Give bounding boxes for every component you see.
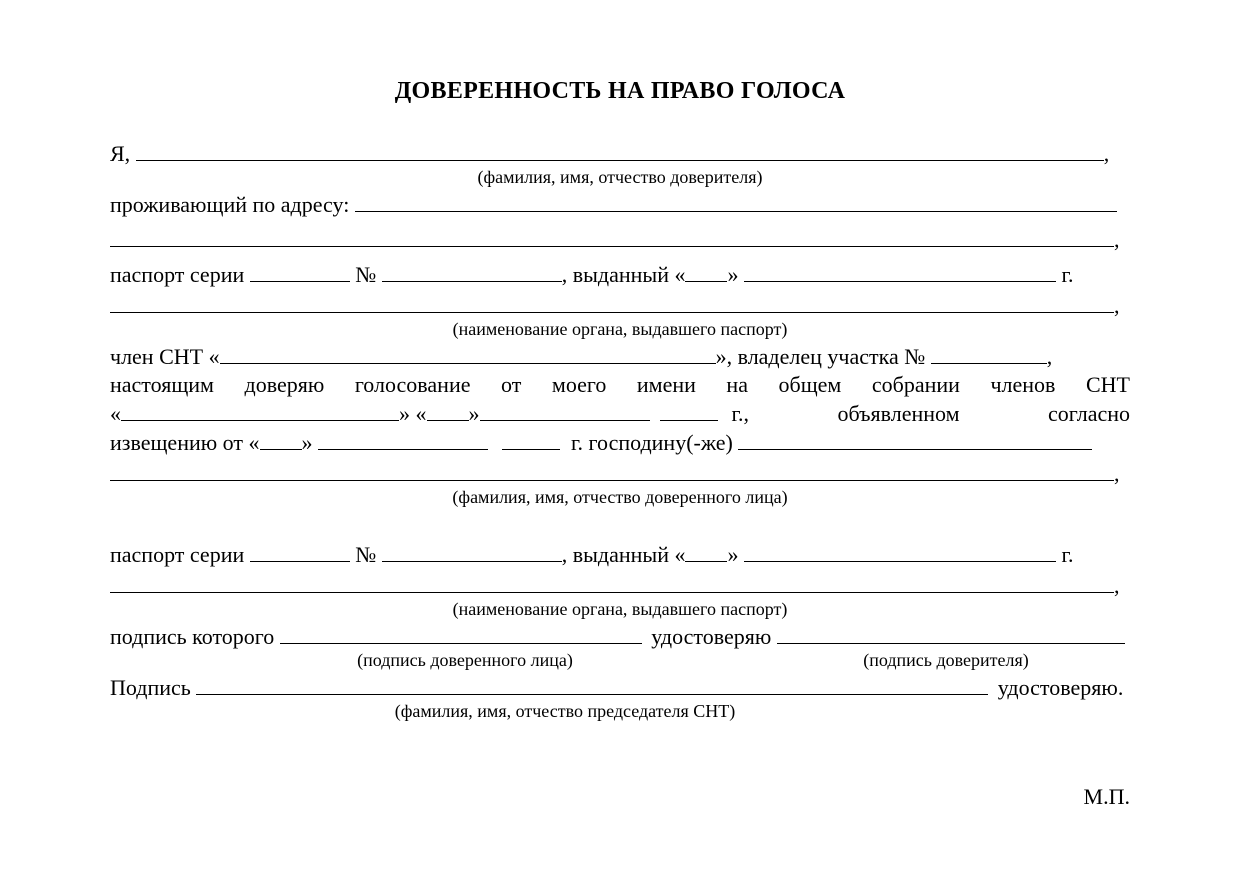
punct-comma: , [1114,461,1120,486]
label-year-2: г. [1061,542,1073,567]
line-issuing-body-2: , [110,571,1130,600]
blank-meeting-day[interactable] [427,399,469,421]
blank-issue-month-2[interactable] [744,540,1056,562]
label-issued-open-2: , выданный « [562,542,686,567]
blank-notice-month[interactable] [318,428,488,450]
line-certify-2: Подпись удостоверяю. [110,673,1130,702]
line-address-2: , [110,225,1130,254]
label-sig-whose: подпись которого [110,624,274,649]
punct-comma: , [1114,573,1120,598]
label-number-sign: № [355,262,376,287]
label-certify-1: удостоверяю [651,624,771,649]
label-issued-open: , выданный « [562,262,686,287]
caption-issuing-body-1: (наименование органа, выдавшего паспорт) [110,318,1130,340]
blank-issuing-body-1[interactable] [110,291,1114,313]
label-passport-series: паспорт серии [110,262,244,287]
line-issuing-body-1: , [110,291,1130,320]
label-member-open: член СНТ « [110,344,220,369]
caption-principal-sig: (подпись доверителя) [772,649,1120,671]
punct-comma: , [1114,293,1120,318]
caption-agent-fio: (фамилия, имя, отчество доверенного лица… [110,486,1130,508]
blank-chairman[interactable] [196,673,988,695]
line-member: член СНТ « », владелец участка № , [110,342,1130,371]
caption-issuing-body-2: (наименование органа, выдавшего паспорт) [110,598,1130,620]
document-page: ДОВЕРЕННОСТЬ НА ПРАВО ГОЛОСА Я, , (фамил… [0,0,1240,876]
blank-passport-series-1[interactable] [250,260,350,282]
blank-issue-day-1[interactable] [685,260,727,282]
line-certify-1: подпись которого удостоверяю [110,622,1130,651]
blank-address[interactable] [355,190,1117,212]
blank-issuing-body-2[interactable] [110,571,1114,593]
text-entrust: настоящим доверяю голосование от моего и… [110,372,1130,397]
label-issued-mid: » [727,262,738,287]
blank-agent-name-1[interactable] [738,428,1092,450]
mid-quotes: » « [399,400,427,428]
blank-principal-fio[interactable] [136,139,1104,161]
blank-agent-fio[interactable] [110,459,1114,481]
blank-snt-name-1[interactable] [220,342,716,364]
blank-plot-number[interactable] [931,342,1047,364]
label-ya: Я, [110,141,130,166]
blank-snt-name-2[interactable] [121,399,399,421]
blank-passport-series-2[interactable] [250,540,350,562]
blank-notice-day[interactable] [260,428,302,450]
document-title: ДОВЕРЕННОСТЬ НА ПРАВО ГОЛОСА [110,78,1130,105]
line-meeting: « » « » г., объявленном согласно [110,399,1130,428]
caption-chairman: (фамилия, имя, отчество председателя СНТ… [110,700,1130,722]
blank-address-2[interactable] [110,225,1114,247]
blank-notice-year[interactable] [502,428,560,450]
blank-principal-signature[interactable] [777,622,1125,644]
punct-comma: , [1104,141,1110,166]
caption-agent-sig: (подпись доверенного лица) [282,649,648,671]
blank-issue-month-1[interactable] [744,260,1056,282]
label-to-mr: г. господину(-же) [571,430,733,455]
label-passport-series-2: паспорт серии [110,542,244,567]
label-signature: Подпись [110,675,191,700]
label-member-close: », владелец участка № [716,344,926,369]
punct-comma: , [1047,344,1053,369]
punct-comma: , [1114,227,1120,252]
blank-passport-number-2[interactable] [382,540,562,562]
line-passport-1: паспорт серии № , выданный « » г. [110,260,1130,289]
caption-signatures: (подпись доверенного лица) (подпись дове… [110,649,1130,671]
label-certify-dot: удостоверяю. [998,675,1124,700]
blank-passport-number-1[interactable] [382,260,562,282]
line-notice: извещению от « » г. господину(-же) [110,428,1130,457]
close-quote: » [469,400,480,428]
blank-issue-day-2[interactable] [685,540,727,562]
label-address: проживающий по адресу: [110,192,349,217]
open-quote: « [110,400,121,428]
label-issued-mid-2: » [727,542,738,567]
stamp-placeholder: М.П. [1084,784,1130,810]
caption-principal-fio: (фамилия, имя, отчество доверителя) [110,166,1130,188]
line-address: проживающий по адресу: [110,190,1130,219]
line-entrust: настоящим доверяю голосование от моего и… [110,371,1130,399]
blank-agent-signature[interactable] [280,622,642,644]
label-year-1: г. [1061,262,1073,287]
line-agent-fio: , [110,459,1130,488]
line-principal-name: Я, , [110,139,1130,168]
label-notice-mid: » [302,430,313,455]
label-number-sign-2: № [355,542,376,567]
blank-meeting-month[interactable] [480,399,650,421]
line-passport-2: паспорт серии № , выданный « » г. [110,540,1130,569]
text-announced: г., объявленном согласно [732,400,1131,428]
label-notice-open: извещению от « [110,430,260,455]
blank-meeting-year[interactable] [660,399,718,421]
